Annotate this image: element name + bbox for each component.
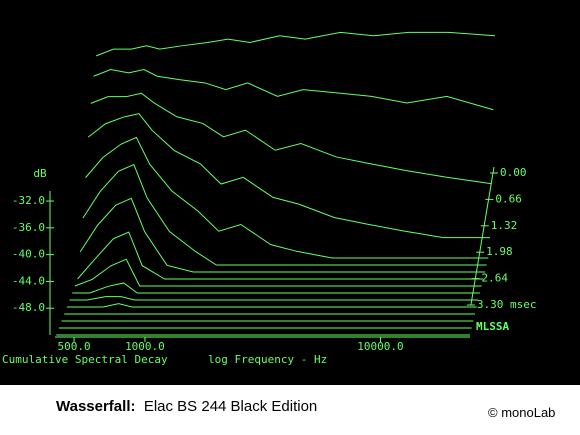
t-tick-label: 1.32 [491, 219, 518, 232]
slice [90, 92, 492, 185]
x-tick-label: 500.0 [57, 340, 90, 353]
slice [95, 31, 496, 57]
x-axis-label: log Frequency - Hz [208, 353, 327, 366]
y-tick-label: -48.0 [12, 301, 45, 314]
t-tick-label: 2.64 [482, 272, 509, 285]
caption-text: Elac BS 244 Black Edition [143, 398, 318, 415]
caption-prefix: Wasserfall: [56, 398, 136, 415]
slice [85, 136, 489, 259]
slice [93, 69, 494, 111]
slice [77, 231, 484, 280]
slice [79, 197, 485, 273]
slice [69, 296, 479, 301]
y-axis-label: dB [33, 167, 47, 180]
chart: dB Cumulative Spectral Decay log Frequen… [0, 0, 580, 385]
x-tick-label: 1000.0 [125, 340, 165, 353]
chart-title: Cumulative Spectral Decay [2, 353, 168, 366]
y-tick-label: -40.0 [12, 248, 45, 261]
slice-fill [85, 137, 489, 259]
slice [72, 282, 480, 294]
brand-label: MLSSA [476, 320, 509, 333]
y-tick-label: -32.0 [12, 194, 45, 207]
x-tick-label: 10000.0 [357, 340, 403, 353]
slice [82, 163, 487, 266]
t-tick-label: 0.00 [500, 166, 527, 179]
slice [74, 258, 482, 287]
caption: Wasserfall: Elac BS 244 Black Edition [56, 398, 317, 415]
t-tick-label: 1.98 [486, 245, 513, 258]
slice [87, 113, 490, 239]
slice-fill [72, 282, 480, 294]
t-tick-label: 3.30 msec [477, 298, 537, 311]
t-axis [470, 166, 495, 306]
y-tick-label: -36.0 [12, 221, 45, 234]
t-tick-label: 0.66 [495, 192, 522, 205]
credit: © monoLab [488, 405, 556, 420]
y-tick-label: -44.0 [12, 274, 45, 287]
slice [66, 303, 477, 308]
